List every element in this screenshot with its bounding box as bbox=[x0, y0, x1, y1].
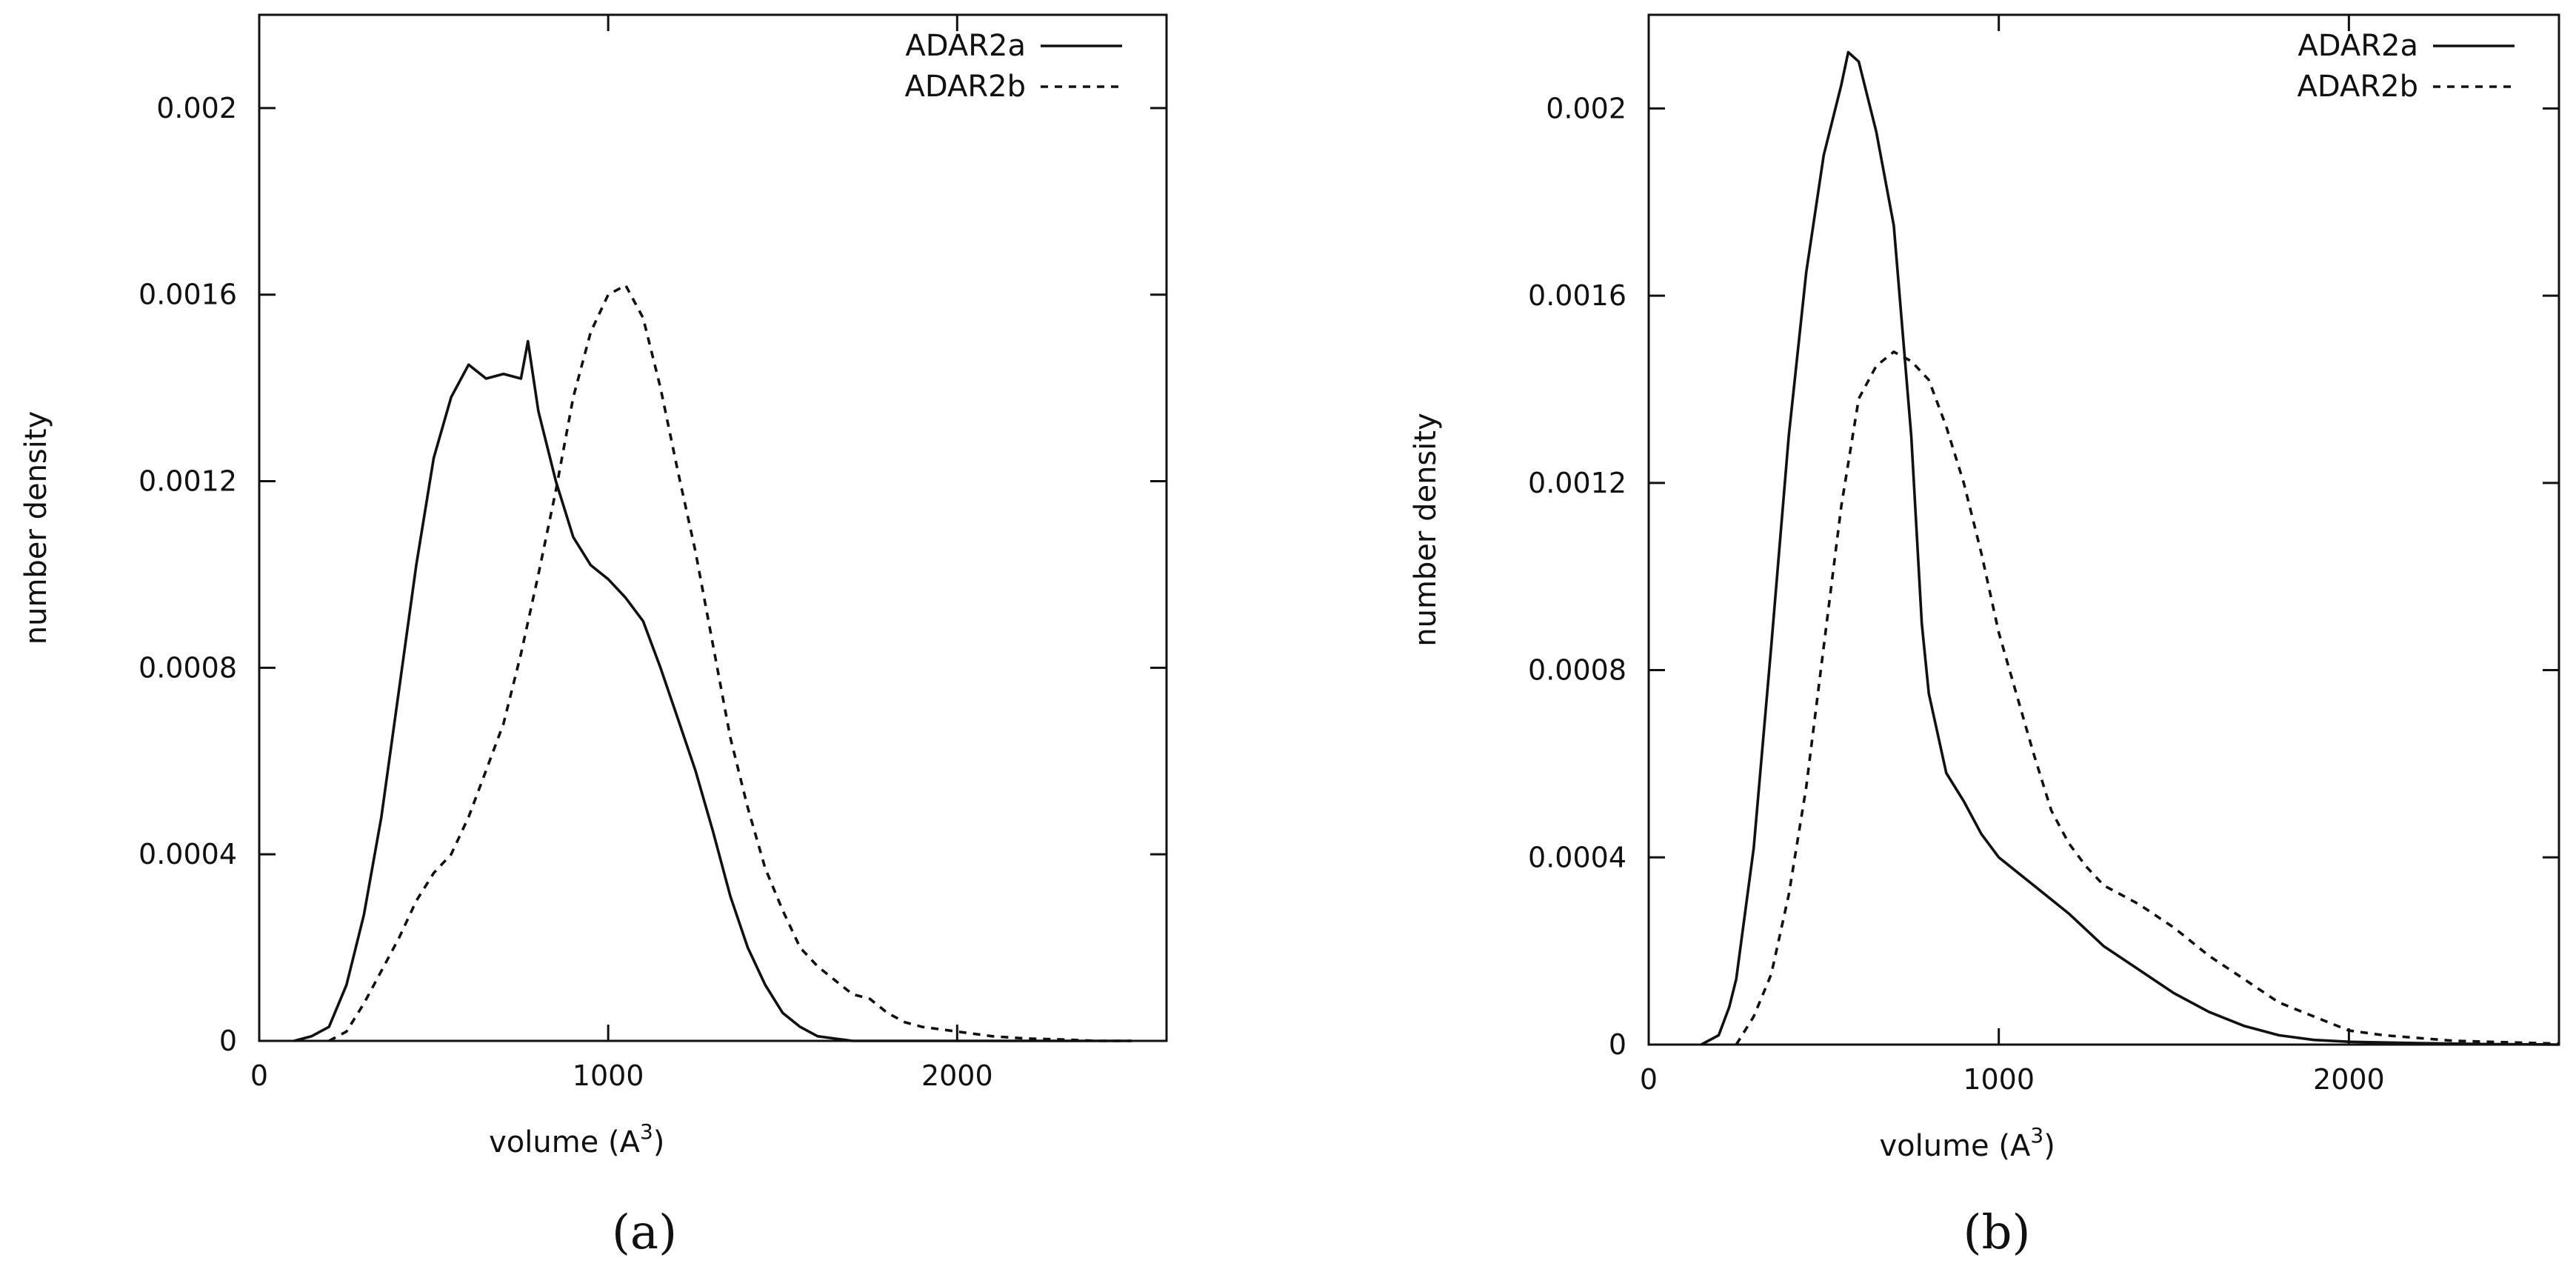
x-axis-label-suffix: ) bbox=[653, 1125, 665, 1159]
panel-label: (b) bbox=[1963, 1205, 2031, 1260]
legend-label-adar2a: ADAR2a bbox=[2298, 29, 2418, 63]
x-tick-label: 1000 bbox=[1963, 1063, 2035, 1096]
x-axis-label-superscript: 3 bbox=[2030, 1123, 2043, 1148]
y-tick-label: 0.0008 bbox=[139, 651, 237, 684]
panel-label: (a) bbox=[612, 1205, 677, 1260]
legend-label-adar2b: ADAR2b bbox=[2298, 70, 2418, 104]
legend-label-adar2a: ADAR2a bbox=[905, 29, 1026, 63]
series-line-adar2a bbox=[1701, 50, 2560, 1046]
series-line-adar2b bbox=[328, 283, 1132, 1042]
plot-frame bbox=[258, 13, 1168, 1042]
panel-b: 0 0.0004 0.0008 0.0012 0.0016 0.002 0 1000 2000 n… bbox=[1409, 13, 2560, 1260]
y-tick-label: 0.0012 bbox=[1528, 467, 1626, 499]
x-axis-label-main: volume (A bbox=[1879, 1129, 2031, 1163]
x-tick-label: 0 bbox=[250, 1059, 268, 1092]
x-axis-label: volume (A3) bbox=[489, 1119, 664, 1159]
y-axis-label: number density bbox=[19, 411, 53, 645]
y-tick-label: 0.002 bbox=[156, 92, 237, 124]
x-axis-label-superscript: 3 bbox=[640, 1119, 653, 1144]
y-tick-label: 0.0016 bbox=[1528, 279, 1626, 312]
y-tick-label: 0.0012 bbox=[139, 465, 237, 498]
x-tick-label: 2000 bbox=[921, 1059, 993, 1092]
x-axis-label-suffix: ) bbox=[2043, 1129, 2055, 1163]
y-tick-label: 0.0004 bbox=[139, 838, 237, 870]
plot-frame bbox=[1647, 13, 2560, 1046]
y-tick-label: 0 bbox=[1609, 1028, 1626, 1061]
panel-a: 0 0.0004 0.0008 0.0012 0.0016 0.002 0 1000 2000 n… bbox=[19, 13, 1168, 1260]
y-tick-label: 0 bbox=[219, 1025, 237, 1057]
y-tick-label: 0.0008 bbox=[1528, 654, 1626, 687]
x-axis-label: volume (A3) bbox=[1879, 1123, 2055, 1163]
y-tick-label: 0.0016 bbox=[139, 279, 237, 311]
y-axis-label: number density bbox=[1409, 413, 1443, 647]
series-line-adar2a bbox=[293, 339, 1132, 1042]
x-axis-label-main: volume (A bbox=[489, 1125, 641, 1159]
legend-label-adar2b: ADAR2b bbox=[905, 70, 1026, 104]
y-tick-label: 0.0004 bbox=[1528, 841, 1626, 873]
x-tick-label: 2000 bbox=[2313, 1063, 2385, 1096]
x-tick-label: 1000 bbox=[573, 1059, 644, 1092]
x-tick-label: 0 bbox=[1640, 1063, 1658, 1096]
y-tick-label: 0.002 bbox=[1546, 92, 1626, 124]
